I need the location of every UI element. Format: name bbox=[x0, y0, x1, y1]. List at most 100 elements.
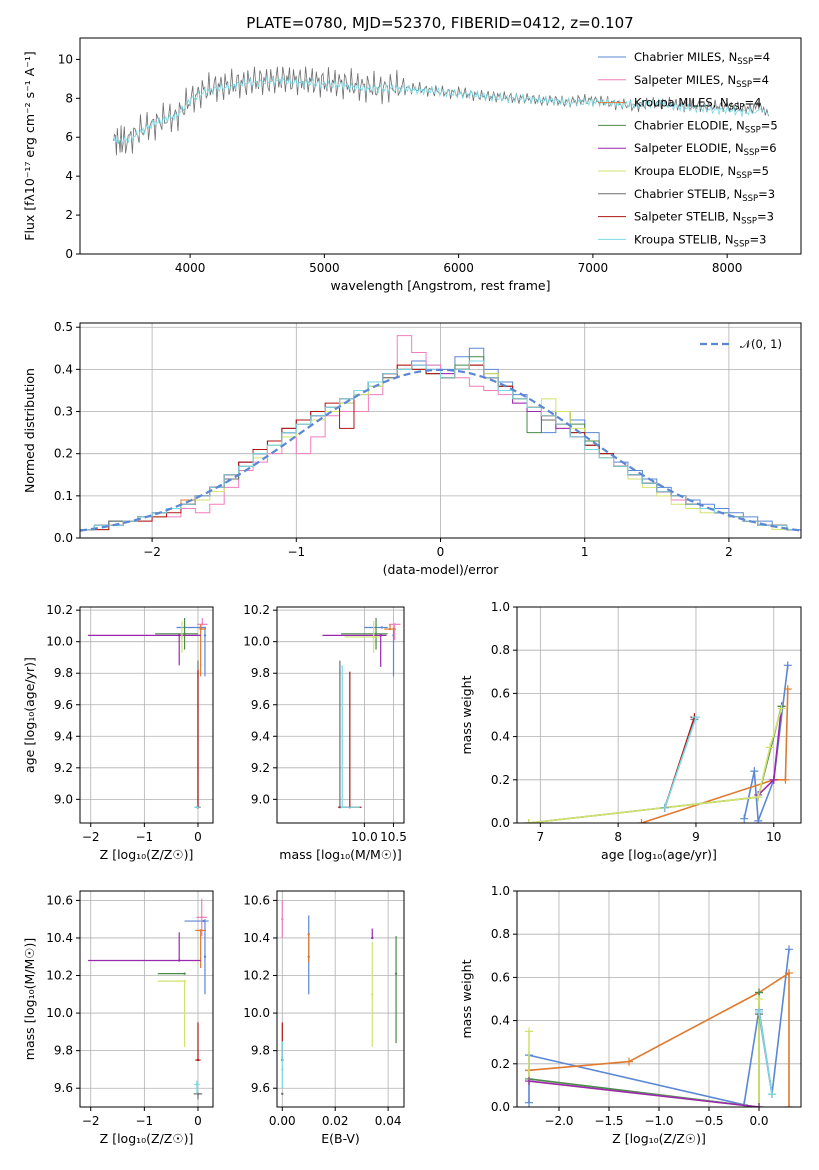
x-tick-label: −0.5 bbox=[694, 1114, 723, 1128]
x-axis-label: mass [log₁₀(M/M☉)] bbox=[279, 847, 401, 862]
y-tick-label: 9.0 bbox=[251, 792, 270, 806]
y-tick-label: 8 bbox=[65, 91, 73, 105]
y-tick-label: 0.2 bbox=[491, 1057, 510, 1071]
mass_vs_EBV-panel bbox=[273, 890, 405, 1111]
data-point bbox=[388, 627, 392, 631]
y-tick-label: 9.8 bbox=[54, 1044, 73, 1058]
weight-marker bbox=[783, 685, 792, 694]
y-tick-label: 9.2 bbox=[251, 761, 270, 775]
y-tick-label: 9.2 bbox=[54, 761, 73, 775]
mass_weight_vs_Z-plot-area bbox=[525, 945, 793, 1107]
spectrum-plot-area bbox=[113, 66, 769, 156]
legend-normal-label: 𝒩(0, 1) bbox=[740, 337, 782, 351]
y-tick-label: 10.2 bbox=[243, 603, 270, 617]
weight-series-6 bbox=[758, 1011, 773, 1095]
data-point bbox=[307, 933, 310, 936]
age_vs_Z-panel bbox=[76, 606, 214, 827]
legend-entry-4: Salpeter ELODIE, NSSP=6 bbox=[634, 141, 777, 158]
x-axis-label: (data-model)/error bbox=[383, 562, 500, 577]
weight-marker bbox=[660, 803, 669, 812]
x-tick-label: 1 bbox=[581, 545, 589, 559]
legend-entry-8: Kroupa STELIB, NSSP=3 bbox=[634, 232, 766, 249]
y-tick-label: 0.0 bbox=[54, 531, 73, 545]
y-tick-label: 10.0 bbox=[243, 635, 270, 649]
y-tick-label: 0.2 bbox=[54, 447, 73, 461]
weight-marker bbox=[740, 814, 749, 823]
data-point bbox=[393, 623, 396, 626]
x-tick-label: 6000 bbox=[443, 261, 474, 275]
data-point bbox=[341, 806, 344, 809]
x-tick-label: −1.0 bbox=[644, 1114, 673, 1128]
mass_vs_Z-plot-area bbox=[88, 898, 209, 1100]
data-point bbox=[374, 632, 378, 636]
weight-series-4 bbox=[528, 708, 783, 823]
y-tick-label: 0.8 bbox=[491, 643, 510, 657]
x-tick-label: −2.0 bbox=[544, 1114, 573, 1128]
weight-marker bbox=[525, 1077, 533, 1086]
weight-marker bbox=[785, 945, 793, 954]
age_vs_mass-frame bbox=[276, 606, 405, 824]
data-point bbox=[178, 959, 181, 962]
weight-marker bbox=[625, 1057, 633, 1066]
y-tick-label: 0.4 bbox=[491, 730, 510, 744]
x-tick-label: 2 bbox=[725, 545, 733, 559]
x-tick-label: −1.5 bbox=[594, 1114, 623, 1128]
weight-marker bbox=[525, 1027, 533, 1036]
weight-marker bbox=[755, 1007, 763, 1016]
data-point bbox=[281, 1092, 284, 1096]
weight-marker bbox=[765, 743, 774, 752]
y-axis-label: Flux [fλ10⁻¹⁷ erg cm⁻² s⁻¹ A⁻¹] bbox=[22, 51, 37, 240]
data-point bbox=[183, 972, 186, 975]
legend-entry-0: Chabrier MILES, NSSP=4 bbox=[634, 50, 770, 67]
mass_weight_vs_age-plot-area bbox=[524, 661, 792, 823]
x-tick-label: −1 bbox=[136, 1114, 154, 1128]
spectrum-data-line bbox=[113, 66, 769, 156]
y-tick-label: 9.6 bbox=[54, 698, 73, 712]
weight-marker bbox=[785, 969, 793, 978]
y-tick-label: 9.8 bbox=[251, 666, 270, 680]
y-tick-label: 10.0 bbox=[46, 635, 73, 649]
y-axis-label: Normed distribution bbox=[22, 368, 37, 493]
y-tick-label: 9.8 bbox=[251, 1044, 270, 1058]
x-tick-label: −1 bbox=[136, 830, 154, 844]
y-tick-label: 10.0 bbox=[243, 1006, 270, 1020]
legend-entry-1: Salpeter MILES, NSSP=4 bbox=[634, 73, 769, 90]
data-point bbox=[201, 623, 204, 626]
data-point bbox=[183, 979, 186, 983]
residuals-plot-area bbox=[80, 335, 801, 538]
y-axis-label: age [log₁₀(age/yr)] bbox=[22, 657, 37, 773]
mass_weight_vs_age-panel bbox=[513, 606, 802, 827]
residuals-panel bbox=[76, 322, 802, 542]
weight-marker bbox=[769, 775, 778, 784]
x-tick-label: 0.0 bbox=[749, 1114, 768, 1128]
y-tick-label: 10.6 bbox=[243, 893, 270, 907]
data-point bbox=[195, 806, 199, 809]
weight-marker bbox=[783, 661, 792, 670]
y-tick-label: 10.2 bbox=[243, 969, 270, 983]
age_vs_Z-frame bbox=[79, 606, 214, 824]
y-tick-label: 9.0 bbox=[54, 792, 73, 806]
age_vs_Z-plot-area bbox=[88, 618, 208, 809]
legend-entry-3: Chabrier ELODIE, NSSP=5 bbox=[634, 118, 778, 135]
x-tick-label: 8000 bbox=[712, 261, 743, 275]
y-tick-label: 0 bbox=[65, 247, 73, 261]
weight-marker bbox=[781, 775, 790, 784]
x-tick-label: 0 bbox=[194, 830, 202, 844]
mass_vs_Z-panel bbox=[76, 890, 214, 1111]
data-point bbox=[394, 972, 398, 975]
data-point bbox=[196, 1058, 200, 1062]
x-tick-label: −2 bbox=[82, 830, 100, 844]
x-axis-label: wavelength [Angstrom, rest frame] bbox=[330, 278, 550, 293]
legend-entry-5: Kroupa ELODIE, NSSP=5 bbox=[634, 164, 769, 181]
mass_weight_vs_age-frame bbox=[516, 606, 802, 824]
data-point bbox=[371, 936, 374, 940]
data-point bbox=[183, 632, 186, 636]
y-tick-label: 10.4 bbox=[46, 931, 73, 945]
y-tick-label: 9.6 bbox=[251, 1081, 270, 1095]
y-tick-label: 0.4 bbox=[491, 1014, 510, 1028]
y-tick-label: 0.0 bbox=[491, 1100, 510, 1114]
weight-marker bbox=[755, 1103, 763, 1107]
spectrum-model-line bbox=[113, 76, 769, 145]
y-tick-label: 10.2 bbox=[46, 603, 73, 617]
